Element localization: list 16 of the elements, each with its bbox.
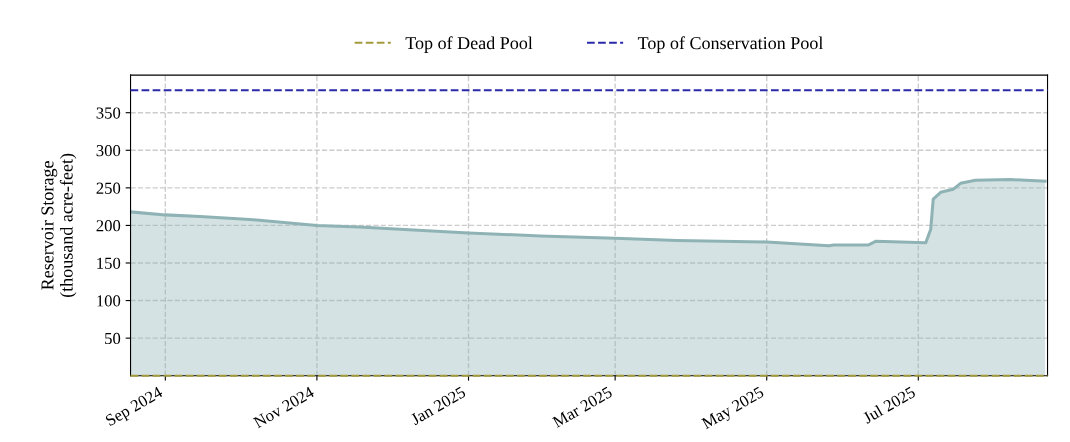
y-tick-label: 100 [97,295,121,307]
legend-label: Top of Dead Pool [405,36,533,53]
x-tick-label: Nov 2024 [252,385,315,429]
x-tick-label: May 2025 [700,386,767,433]
y-tick-label: 350 [96,107,121,119]
y-tick-label: 250 [96,182,121,194]
x-tick-label: Sep 2024 [104,385,166,430]
legend-label: Top of Conservation Pool [637,36,824,53]
y-tick-label: 300 [96,144,121,157]
y-tick-label: 150 [97,257,121,269]
x-tick-label: Mar 2025 [551,386,613,428]
x-tick-label: Jul 2025 [861,385,917,424]
y-axis-title: Reservoir Storage (thousand acre-feet) [41,153,77,298]
y-tick-label: 200 [96,220,121,232]
y-tick-label: 50 [105,332,121,345]
x-tick-label: Jan 2025 [409,386,467,426]
